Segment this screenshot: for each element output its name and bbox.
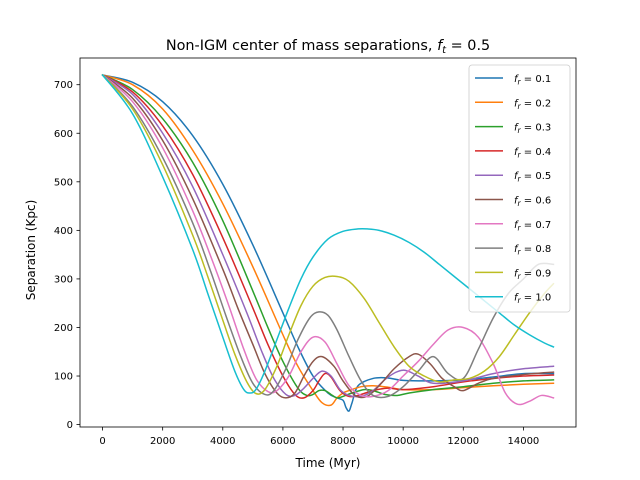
x-axis: 0 2000 4000 6000 8000 10000 12000 14000: [99, 427, 539, 447]
legend-label: fr = 0.4: [514, 147, 551, 160]
legend-label: fr = 0.8: [514, 244, 551, 257]
x-axis-label: Time (Myr): [295, 456, 361, 470]
y-axis: 0 100 200 300 400 500 600 700: [54, 80, 80, 431]
legend-item: fr = 0.3: [475, 123, 551, 136]
legend-item: fr = 0.7: [475, 220, 551, 233]
legend-item: fr = 0.2: [475, 98, 551, 111]
y-tick-label: 400: [54, 226, 73, 237]
axes-frame: [79, 57, 577, 428]
series-line-6: [101, 73, 555, 399]
y-tick-label: 0: [67, 420, 73, 431]
legend-item: fr = 0.4: [475, 147, 551, 160]
x-tick-label: 14000: [507, 436, 539, 447]
legend-label: fr = 0.5: [514, 171, 551, 184]
series-line-3: [101, 73, 555, 399]
x-tick-label: 0: [99, 436, 105, 447]
legend-label: fr = 1.0: [514, 293, 551, 306]
y-tick-label: 200: [54, 323, 73, 334]
legend-item: fr = 0.5: [475, 171, 551, 184]
y-tick-label: 600: [54, 129, 73, 140]
y-tick-label: 700: [54, 80, 73, 91]
x-tick-label: 8000: [330, 436, 355, 447]
y-tick-label: 500: [54, 177, 73, 188]
series-line-9: [101, 73, 555, 395]
series-line-8: [101, 73, 555, 399]
y-tick-label: 100: [54, 372, 73, 383]
series-line-5: [101, 73, 555, 398]
legend-item: fr = 1.0: [475, 293, 551, 306]
legend-item: fr = 0.8: [475, 244, 551, 257]
x-tick-label: 2000: [150, 436, 175, 447]
series-line-4: [101, 73, 555, 399]
legend-label: fr = 0.7: [514, 220, 551, 233]
legend-item: fr = 0.9: [475, 268, 551, 281]
legend-label: fr = 0.9: [514, 268, 551, 281]
x-tick-label: 4000: [210, 436, 235, 447]
legend-item: fr = 0.6: [475, 196, 551, 209]
legend-item: fr = 0.1: [475, 74, 551, 87]
legend-label: fr = 0.2: [514, 98, 551, 111]
y-tick-label: 300: [54, 274, 73, 285]
legend-label: fr = 0.1: [514, 74, 551, 87]
legend-label: fr = 0.3: [514, 123, 551, 136]
legend-label: fr = 0.6: [514, 196, 551, 209]
x-tick-label: 6000: [270, 436, 295, 447]
x-tick-label: 10000: [387, 436, 419, 447]
x-tick-label: 12000: [447, 436, 479, 447]
chart-title: Non-IGM center of mass separations, ft =…: [166, 38, 490, 56]
y-axis-label: Separation (Kpc): [24, 200, 38, 301]
legend: fr = 0.1 fr = 0.2 fr = 0.3 fr = 0.4 fr = 0.5…: [468, 64, 571, 313]
